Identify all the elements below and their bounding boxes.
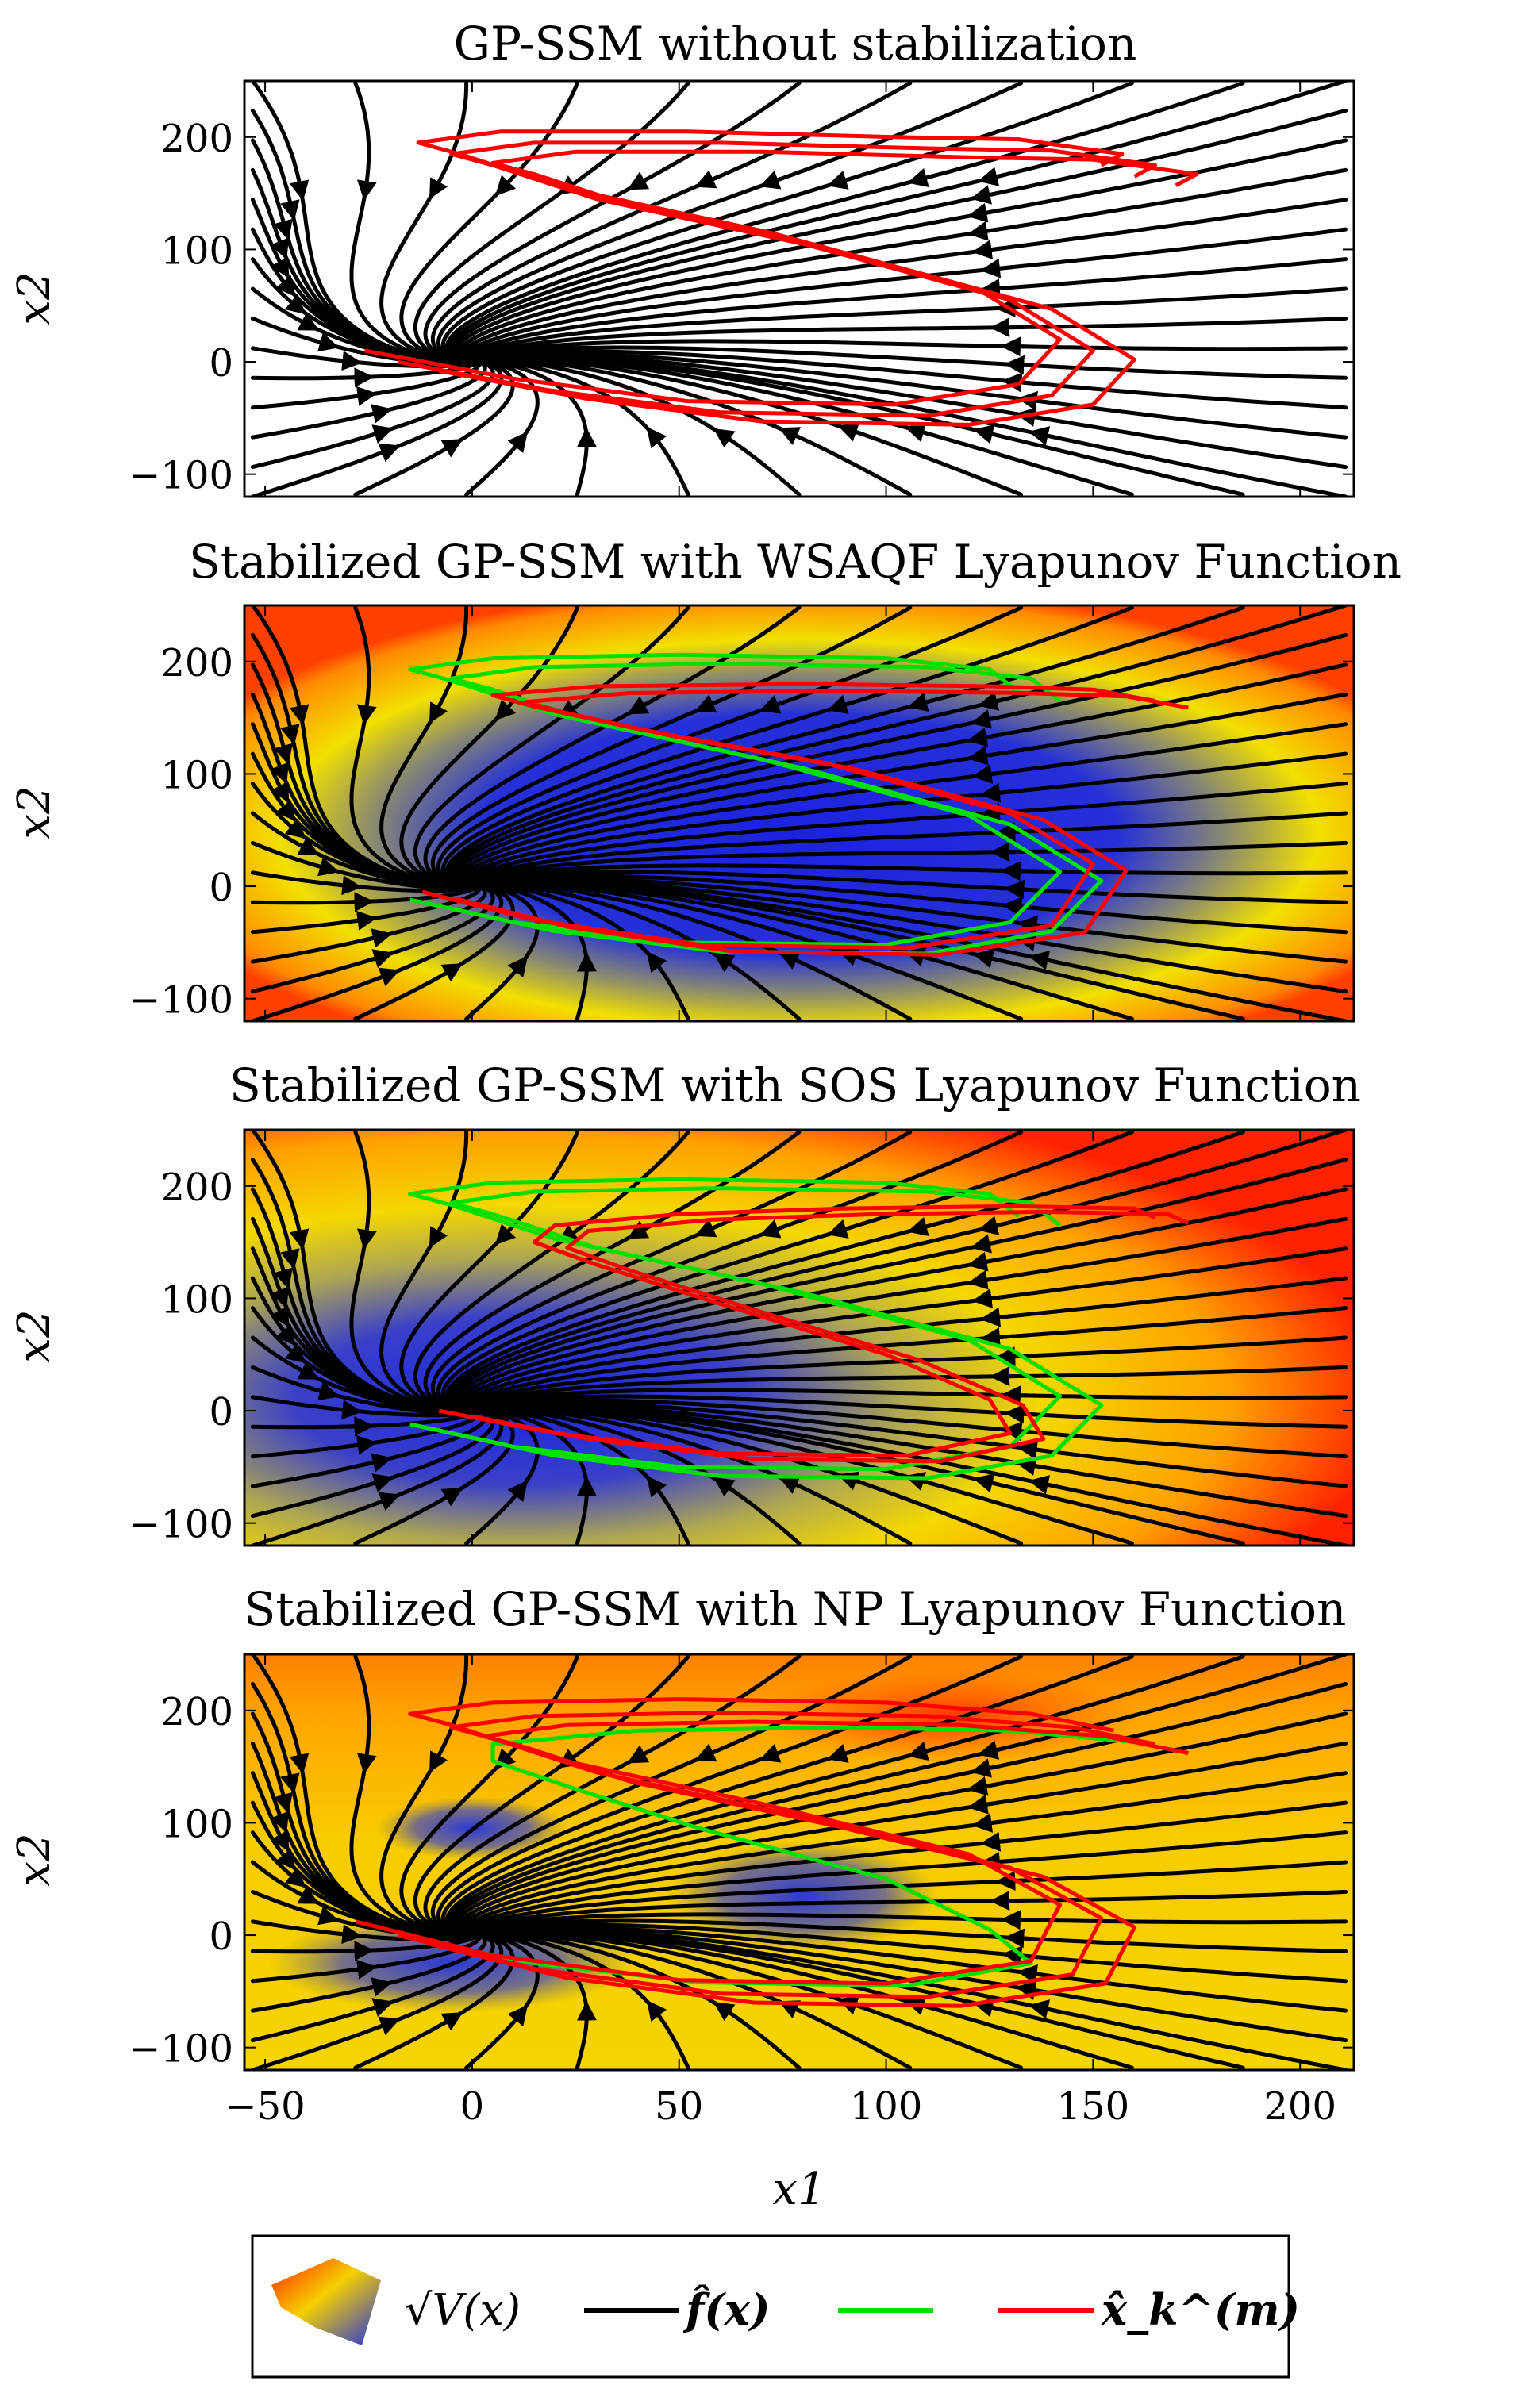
panel-title: GP-SSM without stabilization [454, 17, 1137, 71]
x-tick-label: −50 [225, 2084, 305, 2129]
streamline-arrow [365, 1233, 366, 1239]
streamline-arrow [284, 749, 286, 755]
streamline-arrow [365, 709, 366, 715]
figure: GP-SSM without stabilization x2 −100 0 100… [0, 0, 1538, 2408]
streamline-arrow [990, 287, 1013, 289]
legend-label-sqrt-v: √V(x) [405, 2285, 521, 2335]
y-tick-label: 100 [160, 229, 233, 273]
y-tick-label: 100 [160, 1802, 233, 1846]
streamline-arrow [1014, 1938, 1039, 1939]
streamline-arrow [329, 884, 352, 886]
streamline-arrow [284, 1273, 286, 1280]
streamline-arrow [290, 205, 292, 211]
streamline-arrow [281, 1292, 283, 1299]
plot-content [244, 1130, 1354, 1546]
y-tick-label: 0 [209, 1914, 233, 1959]
plot-content [244, 81, 1354, 497]
streamline-arrow [990, 1336, 1013, 1338]
plot-area: −100 0 100 200 [129, 1130, 1354, 1547]
y-axis-label: x2 [9, 785, 60, 839]
y-tick-label: −100 [129, 2027, 233, 2072]
x-tick-label: 150 [1057, 2084, 1130, 2129]
panel-none: GP-SSM without stabilization x2 −100 0 100… [9, 17, 1354, 498]
panel-title: Stabilized GP-SSM with WSAQF Lyapunov Fu… [189, 535, 1402, 589]
streamline-arrow [290, 729, 292, 735]
plot-area: −100 0 100 200 [129, 81, 1354, 498]
y-tick-label: 200 [160, 1166, 233, 1210]
panel-title: Stabilized GP-SSM with NP Lyapunov Funct… [244, 1582, 1347, 1636]
streamline-arrow [329, 1933, 352, 1935]
x-tick-label: 50 [655, 2084, 703, 2129]
y-tick-label: 0 [209, 1390, 233, 1434]
streamline-arrow [365, 1757, 366, 1764]
streamline-arrow [340, 1950, 364, 1951]
streamline-arrow [300, 1234, 302, 1240]
plot-area: −100 0 100 200 −50 0 50 100 150 200 [129, 1654, 1354, 2129]
streamline-arrow [281, 244, 283, 250]
legend: √V(x) f̂(x) ⶝ x̂_k^(m) [252, 2236, 1300, 2377]
streamline-arrow [1010, 1920, 1035, 1921]
streamline-arrow [300, 185, 302, 191]
x-tick-label: 100 [850, 2084, 923, 2129]
streamline-arrow [340, 901, 364, 902]
y-tick-label: 200 [160, 117, 233, 161]
streamline-arrow [1014, 889, 1039, 890]
streamline-arrow [340, 377, 364, 378]
panel-title: Stabilized GP-SSM with SOS Lyapunov Func… [229, 1058, 1361, 1112]
y-tick-label: 0 [209, 866, 233, 910]
streamline-arrow [990, 267, 1013, 269]
streamline-arrow [990, 1315, 1013, 1318]
y-tick-label: −100 [129, 454, 233, 498]
y-tick-label: 200 [160, 1690, 233, 1734]
streamline-arrow [365, 184, 366, 190]
legend-label-f-hat: f̂(x) [682, 2284, 771, 2335]
y-axis-label: x2 [9, 1309, 60, 1362]
y-tick-label: −100 [129, 978, 233, 1023]
plot-content [244, 1654, 1354, 2070]
y-axis-label: x2 [9, 1833, 60, 1886]
y-tick-label: 100 [160, 1277, 233, 1322]
legend-label-x-hat: x̂_k^(m) [1101, 2284, 1300, 2335]
y-tick-label: 0 [209, 341, 233, 386]
streamline-arrow [290, 1778, 292, 1784]
x-axis-label: x1 [772, 2164, 825, 2215]
streamline-arrow [340, 1426, 364, 1427]
y-tick-label: 100 [160, 753, 233, 797]
streamline-arrow [281, 1817, 283, 1823]
panel-np: Stabilized GP-SSM with NP Lyapunov Funct… [9, 1582, 1354, 2215]
streamline-arrow [300, 709, 302, 716]
streamline-arrow [329, 359, 352, 362]
panel-sos: Stabilized GP-SSM with SOS Lyapunov Func… [9, 1058, 1361, 1547]
x-tick-label: 0 [460, 2084, 485, 2129]
plot-area: −100 0 100 200 [129, 605, 1354, 1023]
streamline-arrow [990, 791, 1013, 793]
streamline-arrow [290, 1254, 292, 1260]
plot-content [244, 605, 1354, 1021]
streamline-arrow [1010, 871, 1035, 872]
streamline-arrow [1010, 347, 1035, 348]
streamline-arrow [300, 1758, 302, 1765]
streamline-arrow [281, 768, 283, 774]
streamline-arrow [284, 1798, 286, 1804]
y-tick-label: −100 [129, 1503, 233, 1547]
streamline-arrow [284, 225, 286, 231]
panel-wsaqf: Stabilized GP-SSM with WSAQF Lyapunov Fu… [9, 535, 1402, 1023]
y-tick-label: 200 [160, 641, 233, 686]
y-axis-label: x2 [9, 271, 60, 325]
x-tick-label: 200 [1263, 2084, 1336, 2129]
streamline-arrow [329, 1408, 352, 1411]
streamline-arrow [990, 1840, 1013, 1842]
